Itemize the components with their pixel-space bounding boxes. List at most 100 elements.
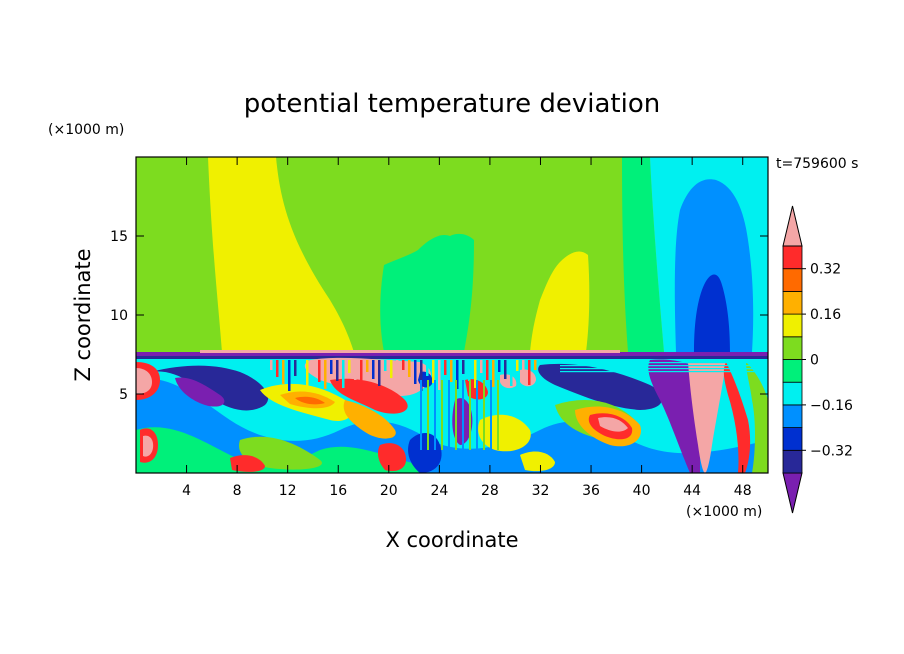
region-yellow-right	[530, 251, 590, 352]
stripe-vertical	[434, 380, 436, 450]
x-unit-label: (×1000 m)	[686, 504, 762, 520]
x-tick-label-0: 4	[182, 483, 191, 499]
colorbar-box	[782, 427, 803, 451]
stripe-vertical	[497, 380, 499, 450]
stripe	[504, 360, 507, 379]
colorbar-label-0: 0.32	[810, 262, 841, 278]
stripe-vertical	[420, 380, 422, 450]
region-green-left	[136, 157, 200, 352]
stripe	[408, 360, 411, 377]
colorbar-box	[782, 449, 803, 474]
y-tick-label-2: 15	[110, 229, 128, 245]
stripe-horizontal	[560, 362, 760, 364]
x-tick-label-2: 12	[279, 483, 297, 499]
stripe	[420, 360, 423, 391]
stripe	[300, 360, 303, 383]
x-axis-ticks: 4 8 12 16 20 24 28 32 36 40 44 48	[182, 157, 752, 499]
stripe-vertical	[441, 380, 443, 450]
stripe	[486, 360, 489, 380]
stripe	[342, 360, 345, 388]
stripe-horizontal	[560, 365, 760, 367]
stripe-vertical	[462, 380, 464, 450]
stripe	[426, 360, 429, 376]
colorbar-box	[782, 268, 803, 292]
plot-area	[136, 157, 768, 473]
stripe	[270, 360, 273, 370]
region-darkblue-right	[694, 274, 730, 352]
stripe	[336, 360, 339, 381]
region-yellow-left	[208, 157, 354, 352]
y-unit-label: (×1000 m)	[48, 122, 124, 138]
colorbar-label-4: −0.32	[810, 443, 853, 459]
x-tick-label-10: 44	[683, 483, 701, 499]
stripe-horizontal	[560, 371, 760, 373]
colorbar-box	[782, 381, 803, 406]
stripe	[450, 360, 453, 382]
region-blue-right	[674, 179, 754, 352]
colorbar-box	[782, 245, 803, 270]
stripe-vertical	[476, 380, 478, 450]
region-cyan-mid	[380, 233, 474, 352]
stripe	[474, 360, 477, 388]
stripe-vertical	[469, 380, 471, 450]
stripe	[294, 360, 297, 376]
stripe	[312, 360, 315, 375]
colorbar-label-1: 0.16	[810, 307, 841, 323]
stripe	[456, 360, 459, 389]
stripe	[528, 360, 531, 385]
stripe-vertical	[455, 380, 457, 450]
stripe	[366, 360, 369, 372]
stripe	[372, 360, 375, 379]
stripe-vertical	[427, 380, 429, 450]
stripe	[390, 360, 393, 378]
stripe	[432, 360, 435, 383]
colorbar-box	[782, 404, 803, 428]
stripe-vertical	[448, 380, 450, 450]
stripe	[348, 360, 351, 373]
y-tick-label-1: 10	[110, 308, 128, 324]
colorbar-box	[782, 336, 803, 360]
stripe	[516, 360, 519, 371]
stripe	[498, 360, 501, 372]
stripe	[402, 360, 405, 370]
stripe	[438, 360, 441, 390]
chart-title: potential temperature deviation	[244, 89, 660, 119]
x-tick-label-1: 8	[233, 483, 242, 499]
x-tick-label-9: 40	[633, 483, 651, 499]
stripe	[306, 360, 309, 390]
stripe	[522, 360, 525, 378]
x-tick-label-3: 16	[329, 483, 347, 499]
x-tick-label-7: 32	[532, 483, 550, 499]
colorbar-label-2: 0	[810, 353, 819, 369]
stripe	[276, 360, 279, 377]
time-label: t=759600 s	[776, 156, 858, 172]
x-tick-label-11: 48	[734, 483, 752, 499]
colorbar: 0.32 0.16 0 −0.16 −0.32	[782, 205, 853, 514]
colorbar-label-3: −0.16	[810, 398, 853, 414]
stripe	[330, 360, 333, 374]
colorbar-arrow-high	[782, 205, 803, 247]
colorbar-box	[782, 290, 803, 315]
stripe	[384, 360, 387, 371]
stripe	[378, 360, 381, 386]
x-tick-label-6: 28	[481, 483, 499, 499]
stripe	[318, 360, 321, 382]
stripe	[480, 360, 483, 373]
stripe-horizontal	[560, 368, 760, 370]
stripe	[414, 360, 417, 384]
stripe-vertical	[490, 380, 492, 450]
y-axis-label: Z coordinate	[71, 248, 95, 381]
stripe-vertical	[483, 380, 485, 450]
upper-layer	[136, 157, 768, 352]
stripe	[468, 360, 471, 381]
x-tick-label-5: 24	[430, 483, 448, 499]
interface-band	[136, 350, 768, 359]
stripe	[354, 360, 357, 380]
x-tick-label-4: 20	[380, 483, 398, 499]
stripe	[510, 360, 513, 386]
colorbar-box	[782, 313, 803, 338]
stripe	[360, 360, 363, 387]
region-cyan-right	[622, 157, 664, 352]
stripe	[492, 360, 495, 387]
